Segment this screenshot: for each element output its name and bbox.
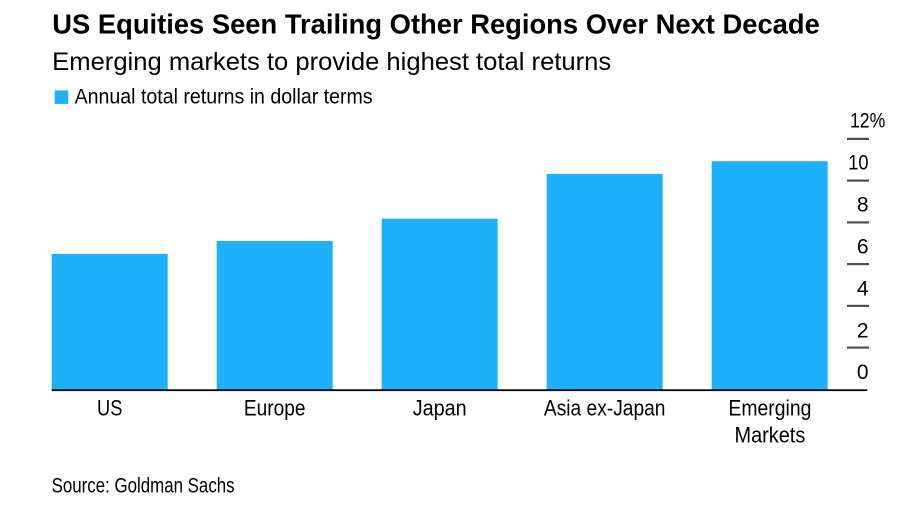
svg-text:Europe: Europe [244,395,306,420]
svg-text:0: 0 [857,361,869,384]
svg-text:US: US [97,395,122,420]
svg-text:10: 10 [848,152,868,175]
svg-text:Annual total returns in dollar: Annual total returns in dollar terms [75,84,373,108]
svg-text:Japan: Japan [413,395,467,420]
svg-text:Source: Goldman Sachs: Source: Goldman Sachs [52,475,235,498]
svg-text:Asia ex-Japan: Asia ex-Japan [544,395,666,420]
svg-text:Emerging markets to provide hi: Emerging markets to provide highest tota… [52,48,611,76]
svg-text:6: 6 [857,236,869,259]
svg-text:Markets: Markets [735,422,806,447]
svg-text:Emerging: Emerging [728,395,811,420]
svg-text:US Equities Seen Trailing Othe: US Equities Seen Trailing Other Regions … [52,9,820,40]
svg-text:12%: 12% [850,110,885,133]
svg-text:4: 4 [857,278,869,301]
svg-text:2: 2 [857,320,869,343]
svg-text:8: 8 [857,194,869,217]
